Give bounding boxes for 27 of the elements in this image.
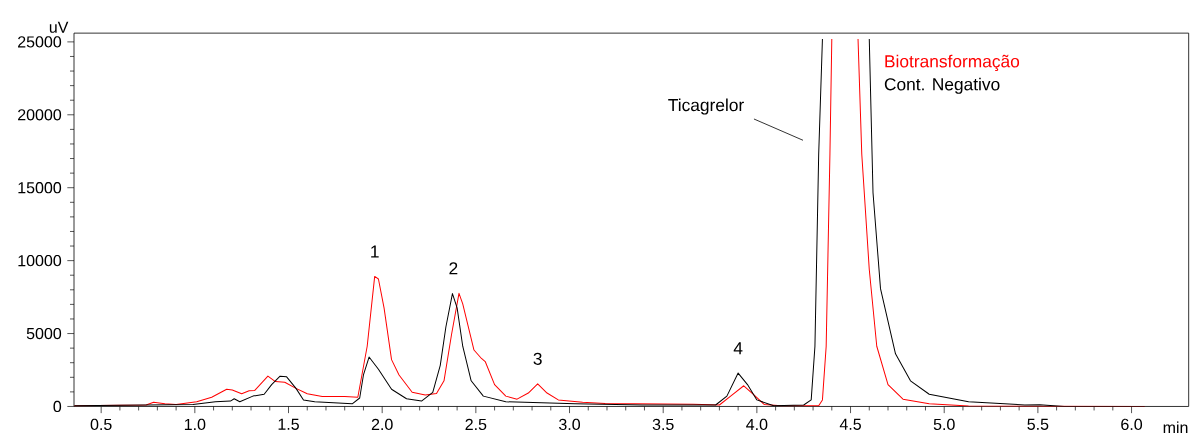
x-tick-label: 4.0 — [746, 418, 768, 431]
y-tick-label: 15000 — [18, 182, 62, 194]
x-tick-label: 2.5 — [465, 418, 487, 431]
annotation: Ticagrelor — [668, 98, 744, 115]
x-tick-label: 0.5 — [90, 418, 112, 431]
y-tick-label: 5000 — [26, 327, 62, 340]
x-tick-label: 2.0 — [371, 418, 393, 431]
y-tick-label: 10000 — [18, 254, 62, 267]
x-tick-label: 5.0 — [933, 418, 955, 431]
y-tick-label: 0 — [53, 400, 62, 413]
x-tick-label: 1.5 — [278, 418, 299, 430]
x-tick-label: 5.5 — [1027, 418, 1049, 430]
x-tick-label: 1.0 — [184, 418, 206, 431]
series-label: Biotransformação — [885, 54, 1020, 71]
x-tick-label: 6.0 — [1121, 418, 1143, 431]
annotation: 3 — [533, 352, 542, 365]
annotation: 2 — [449, 262, 458, 275]
series-label: Cont. Negativo — [884, 77, 1000, 94]
y-tick-label: 20000 — [18, 109, 62, 121]
x-tick-label: 3.0 — [559, 418, 581, 431]
x-tick-label: 3.5 — [652, 418, 674, 431]
annotation: 4 — [733, 342, 743, 355]
x-tick-label: 4.5 — [839, 418, 861, 430]
annotation: 1 — [371, 245, 379, 258]
y-tick-label: 25000 — [18, 36, 62, 48]
y-axis-title: uV — [49, 21, 69, 33]
x-axis-title: min — [1163, 421, 1188, 433]
